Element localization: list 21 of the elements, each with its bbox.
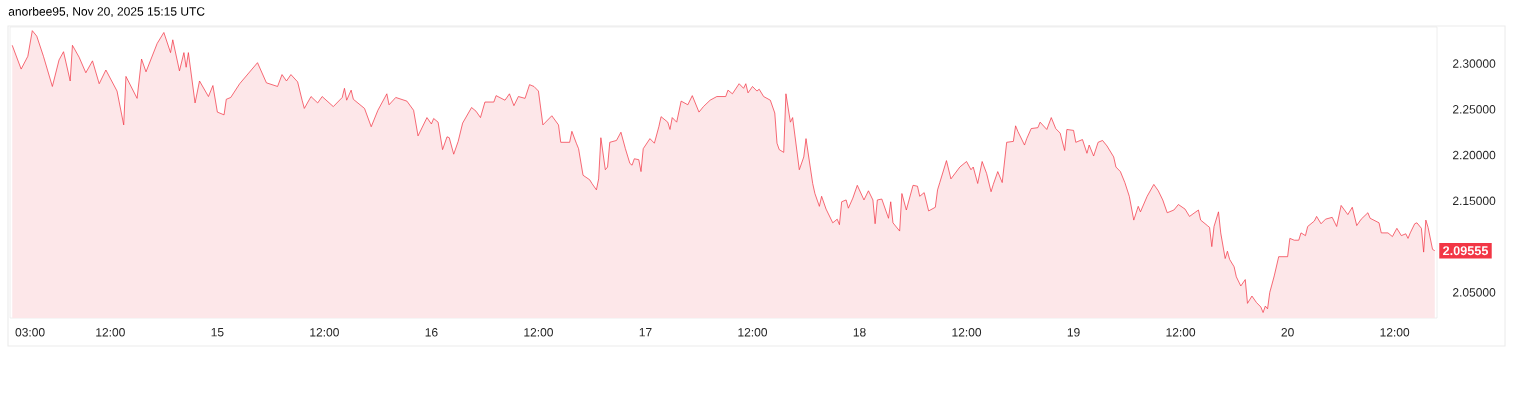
x-tick-label: 03:00: [15, 328, 45, 337]
x-tick-label: 12:00: [310, 328, 339, 337]
x-tick-label: 12:00: [524, 328, 553, 337]
x-tick-label: 16: [425, 328, 438, 337]
y-tick-label: 2.20000: [1452, 150, 1496, 160]
x-tick-label: 15: [211, 328, 224, 337]
annotation: 2.09555: [1443, 246, 1489, 256]
x-tick-label: 12:00: [1380, 328, 1410, 337]
y-tick-label: 2.05000: [1452, 288, 1496, 297]
text: anorbee95, Nov 20, 2025 15:15 UTC: [8, 6, 205, 18]
x-tick-label: 19: [1067, 328, 1080, 337]
y-tick-label: 2.25000: [1452, 105, 1496, 114]
x-tick-label: 20: [1281, 328, 1294, 337]
x-tick-label: 12:00: [738, 328, 768, 337]
x-tick-label: 18: [853, 328, 866, 337]
x-tick-label: 12:00: [96, 328, 125, 337]
y-tick-label: 2.30000: [1452, 59, 1496, 68]
y-tick-label: 2.15000: [1452, 196, 1496, 206]
x-tick-label: 12:00: [952, 328, 982, 337]
x-tick-label: 17: [639, 328, 652, 337]
x-tick-label: 12:00: [1166, 328, 1196, 337]
